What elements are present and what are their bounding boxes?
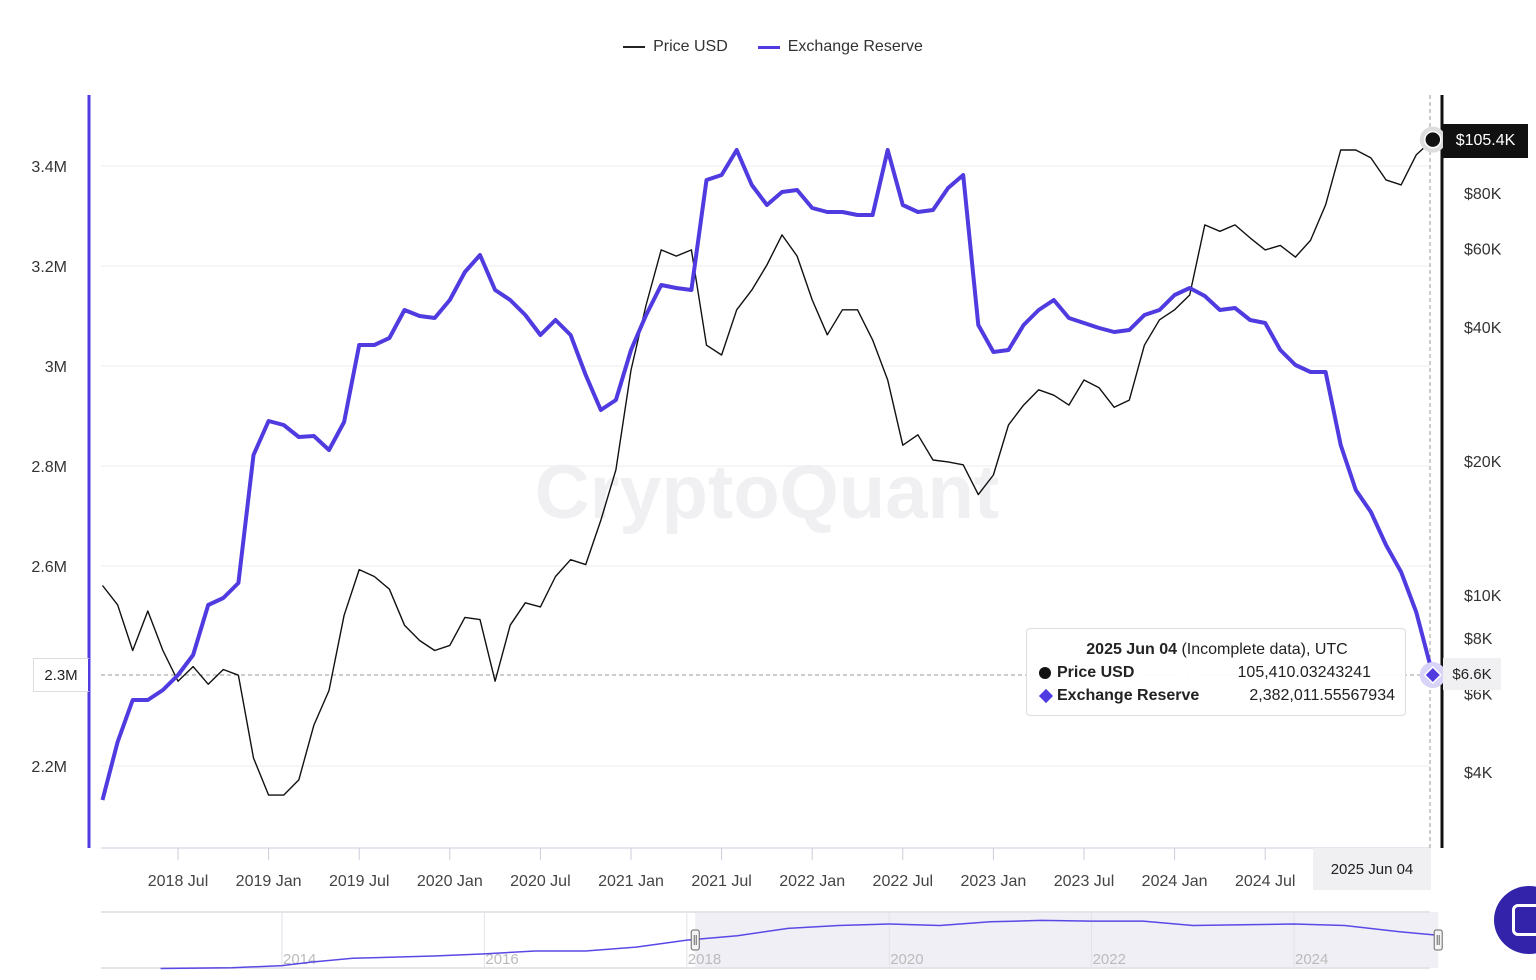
tooltip: 2025 Jun 04 (Incomplete data), UTC Price… xyxy=(1026,628,1406,716)
right-tick-label: $60K xyxy=(1464,242,1502,259)
legend-item-price[interactable]: Price USD xyxy=(623,38,728,56)
x-tick-label: 2024 Jul xyxy=(1235,873,1296,890)
crosshair-left-label: 2.3M xyxy=(33,658,90,692)
reserve-swatch-icon xyxy=(757,45,780,49)
navigator-tick-label: 2022 xyxy=(1093,951,1126,968)
navigator[interactable]: 2014 2016 2018 2020 2022 2024 xyxy=(101,911,1443,970)
x-tick-label: 2020 Jan xyxy=(417,873,483,890)
reserve-marker xyxy=(1423,665,1442,685)
tooltip-date-note: (Incomplete data), UTC xyxy=(1177,641,1348,658)
watermark: CryptoQuant xyxy=(535,450,999,535)
right-tick-label: $8K xyxy=(1464,631,1493,648)
x-tick-label: 2020 Jul xyxy=(510,873,571,890)
right-tick-label: $20K xyxy=(1464,454,1502,471)
navigator-tick-label: 2016 xyxy=(485,951,518,968)
tooltip-date: 2025 Jun 04 xyxy=(1086,641,1177,658)
legend: Price USD Exchange Reserve xyxy=(0,38,1536,56)
axes: 3.4M 3.2M 3M 2.8M 2.6M 2.2M $80K $60K $40K $20K $1… xyxy=(31,95,1502,890)
x-tick-label: 2023 Jul xyxy=(1054,873,1115,890)
exchange-reserve-line xyxy=(100,148,1435,801)
diamond-icon xyxy=(1038,688,1054,703)
navigator-reserve-line xyxy=(160,919,1438,970)
left-tick-label: 3M xyxy=(45,359,67,376)
right-tick-label: $6K xyxy=(1464,687,1493,704)
price-swatch-icon xyxy=(623,46,646,48)
x-tick-label: 2019 Jul xyxy=(329,873,390,890)
crosshair-reserve-price-label: $6.6K xyxy=(1443,658,1501,690)
left-tick-label: 3.2M xyxy=(31,259,67,276)
navigator-tick-label: 2018 xyxy=(688,951,721,968)
x-tick-label: 2024 Jan xyxy=(1142,873,1208,890)
left-tick-label: 2.8M xyxy=(31,459,67,476)
left-tick-label: 2.2M xyxy=(31,759,67,776)
x-tick-label: 2022 Jul xyxy=(873,873,934,890)
price-usd-line xyxy=(101,139,1434,796)
x-tick-label: 2021 Jul xyxy=(691,873,752,890)
tooltip-price-value: 105,410.03243241 xyxy=(1237,663,1371,681)
tooltip-row-reserve: Exchange Reserve 2,382,011.55567934 xyxy=(1038,684,1395,707)
navigator-left-handle[interactable] xyxy=(690,929,700,951)
left-tick-label: 3.4M xyxy=(31,159,67,176)
crosshair-price-label: $105.4K xyxy=(1443,124,1528,158)
navigator-tick-label: 2020 xyxy=(890,951,923,968)
right-tick-label: $4K xyxy=(1464,765,1493,782)
x-tick-label: 2018 Jul xyxy=(148,873,209,890)
grid xyxy=(101,165,1430,767)
tooltip-reserve-value: 2,382,011.55567934 xyxy=(1249,686,1395,704)
navigator-tick-label: 2024 xyxy=(1295,951,1328,968)
tooltip-title: 2025 Jun 04 (Incomplete data), UTC xyxy=(1039,641,1395,659)
right-tick-label: $80K xyxy=(1464,186,1502,203)
crosshair-date-label: 2025 Jun 04 xyxy=(1313,848,1431,890)
right-tick-label: $10K xyxy=(1464,588,1502,605)
circle-icon xyxy=(1039,666,1051,679)
legend-price-label: Price USD xyxy=(653,38,728,55)
chat-icon xyxy=(1512,904,1536,936)
navigator-right-handle[interactable] xyxy=(1433,929,1443,951)
tooltip-reserve-label: Exchange Reserve xyxy=(1057,686,1200,704)
tooltip-price-label: Price USD xyxy=(1057,663,1135,681)
legend-reserve-label: Exchange Reserve xyxy=(787,38,923,55)
right-tick-label: $40K xyxy=(1464,320,1502,337)
left-tick-label: 2.6M xyxy=(31,559,67,576)
legend-item-reserve[interactable]: Exchange Reserve xyxy=(757,38,923,56)
x-tick-label: 2023 Jan xyxy=(960,873,1026,890)
series-group xyxy=(100,126,1446,801)
x-tick-label: 2022 Jan xyxy=(779,873,845,890)
x-tick-label: 2019 Jan xyxy=(236,873,302,890)
price-marker xyxy=(1424,130,1442,149)
tooltip-row-price: Price USD 105,410.03243241 xyxy=(1039,661,1395,684)
x-tick-label: 2021 Jan xyxy=(598,873,664,890)
